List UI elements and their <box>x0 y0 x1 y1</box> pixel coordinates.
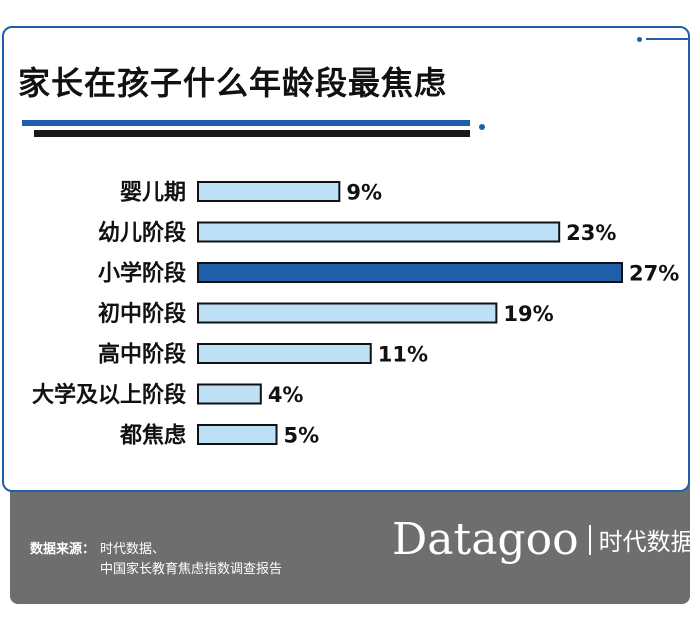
brand-separator <box>588 524 591 555</box>
data-source: 数据来源： 时代数据、 中国家长教育焦虑指数调查报告 <box>30 540 282 577</box>
bar <box>197 181 341 202</box>
bar <box>197 383 262 405</box>
corner-line <box>646 38 690 40</box>
corner-dot <box>637 37 642 42</box>
bar <box>197 424 278 445</box>
value-label: 9% <box>346 181 382 205</box>
category-label: 高中阶段 <box>98 342 186 368</box>
chart-card <box>2 26 690 492</box>
value-label: 27% <box>629 262 679 286</box>
source-label: 数据来源： <box>30 542 96 557</box>
source-text: 时代数据、 中国家长教育焦虑指数调查报告 <box>100 540 282 580</box>
source-line-2: 中国家长教育焦虑指数调查报告 <box>100 562 283 577</box>
bar <box>197 221 561 243</box>
value-label: 11% <box>378 343 428 367</box>
category-label: 小学阶段 <box>98 261 186 287</box>
bar <box>197 262 623 283</box>
title-underline-black <box>34 130 470 137</box>
category-label: 幼儿阶段 <box>98 220 186 246</box>
brand-name: Datagoo <box>392 514 579 565</box>
value-label: 19% <box>503 302 553 326</box>
value-label: 5% <box>284 424 320 448</box>
value-label: 4% <box>268 383 304 407</box>
underline-dot <box>479 124 485 130</box>
title-underline-blue <box>22 120 470 126</box>
chart-title: 家长在孩子什么年龄段最焦虑 <box>18 64 448 102</box>
value-label: 23% <box>566 221 616 245</box>
category-label: 都焦虑 <box>119 423 186 449</box>
bar <box>197 343 372 364</box>
category-label: 大学及以上阶段 <box>32 382 186 408</box>
bar <box>197 302 498 324</box>
source-line-1: 时代数据、 <box>100 542 166 557</box>
brand-cn: 时代数据 <box>598 528 695 556</box>
brand-logo: Datagoo 时代数据 <box>392 514 695 565</box>
category-label: 婴儿期 <box>120 181 186 206</box>
category-label: 初中阶段 <box>98 301 186 327</box>
